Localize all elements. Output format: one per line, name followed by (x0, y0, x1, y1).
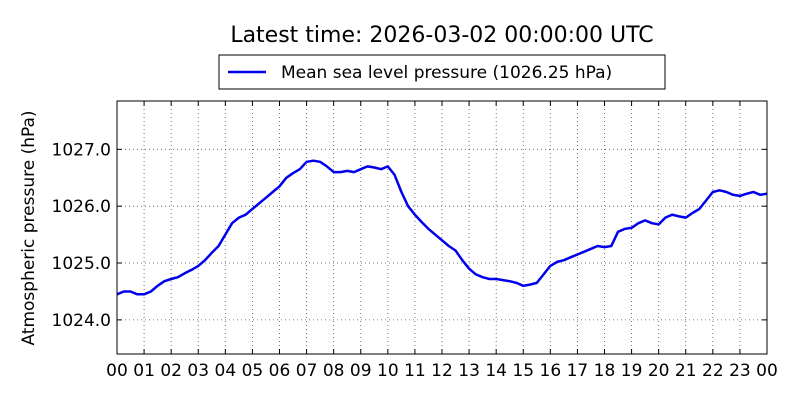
x-tick-label: 18 (594, 361, 616, 381)
x-tick-label: 16 (540, 361, 562, 381)
x-tick-label: 00 (756, 361, 778, 381)
legend: Mean sea level pressure (1026.25 hPa) (218, 54, 666, 90)
x-tick-label: 20 (648, 361, 670, 381)
y-axis: 1024.0 1025.0 1026.0 1027.0 (52, 140, 767, 331)
x-tick-label: 07 (296, 361, 318, 381)
x-tick-label: 08 (323, 361, 345, 381)
x-tick-label: 09 (350, 361, 372, 381)
x-tick-label: 15 (512, 361, 534, 381)
series-line-mslp (116, 159, 768, 296)
x-tick-label: 19 (621, 361, 643, 381)
x-tick-label: 23 (729, 361, 751, 381)
x-tick-label: 14 (485, 361, 507, 381)
x-tick-label: 02 (160, 361, 182, 381)
x-tick-label: 12 (431, 361, 453, 381)
plot-frame (116, 100, 768, 355)
y-tick-label: 1024.0 (52, 311, 111, 331)
chart-title: Latest time: 2026-03-02 00:00:00 UTC (230, 23, 653, 48)
x-tick-label: 11 (404, 361, 426, 381)
x-tick-label: 13 (458, 361, 480, 381)
x-tick-label: 01 (133, 361, 155, 381)
y-tick-label: 1026.0 (52, 197, 111, 217)
y-tick-label: 1027.0 (52, 140, 111, 160)
x-tick-label: 00 (106, 361, 128, 381)
x-tick-label: 06 (269, 361, 291, 381)
grid (117, 101, 767, 354)
x-tick-label: 10 (377, 361, 399, 381)
x-tick-label: 21 (675, 361, 697, 381)
y-axis-label: Atmospheric pressure (hPa) (19, 110, 39, 345)
x-tick-label: 17 (567, 361, 589, 381)
legend-label: Mean sea level pressure (1026.25 hPa) (281, 63, 612, 83)
x-tick-label: 22 (702, 361, 724, 381)
y-tick-label: 1025.0 (52, 254, 111, 274)
x-axis: 00 01 02 03 04 05 06 07 08 09 10 11 12 13 14 15 16 17 18 19… (106, 101, 778, 381)
x-tick-label: 04 (215, 361, 237, 381)
legend-box (218, 54, 666, 90)
x-tick-label: 03 (187, 361, 209, 381)
series-layer (116, 159, 768, 296)
x-tick-label: 05 (242, 361, 264, 381)
